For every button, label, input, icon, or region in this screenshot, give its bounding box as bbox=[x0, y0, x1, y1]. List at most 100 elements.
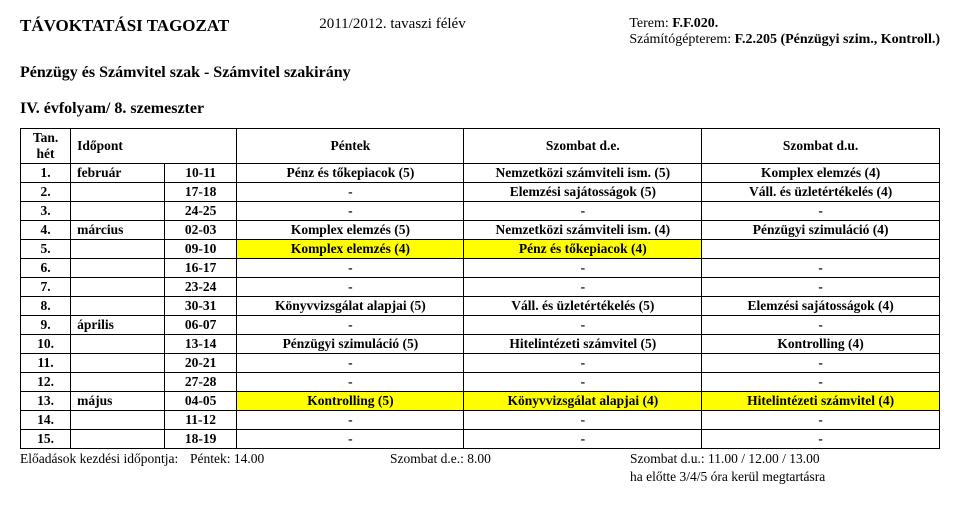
table-row: 3.24-25--- bbox=[21, 202, 940, 221]
cell-date: 24-25 bbox=[164, 202, 236, 221]
cell-num: 7. bbox=[21, 278, 71, 297]
cell-szombat-de: Pénz és tőkepiacok (4) bbox=[464, 240, 702, 259]
cell-szombat-du: - bbox=[702, 430, 940, 449]
cell-szombat-du: Pénzügyi szimuláció (4) bbox=[702, 221, 940, 240]
cell-pentek: - bbox=[237, 354, 464, 373]
cell-pentek: Pénz és tőkepiacok (5) bbox=[237, 164, 464, 183]
cell-pentek: - bbox=[237, 316, 464, 335]
cell-month bbox=[71, 202, 165, 221]
table-row: 13.május04-05Kontrolling (5)Könyvvizsgál… bbox=[21, 392, 940, 411]
cell-pentek: Könyvvizsgálat alapjai (5) bbox=[237, 297, 464, 316]
cell-num: 5. bbox=[21, 240, 71, 259]
footer-pentek: Péntek: 14.00 bbox=[190, 451, 390, 467]
cell-szombat-du: - bbox=[702, 316, 940, 335]
cell-month bbox=[71, 373, 165, 392]
cell-date: 06-07 bbox=[164, 316, 236, 335]
itroom-value: F.2.205 (Pénzügyi szim., Kontroll.) bbox=[735, 32, 940, 47]
cell-num: 11. bbox=[21, 354, 71, 373]
cell-szombat-du: - bbox=[702, 354, 940, 373]
cell-num: 1. bbox=[21, 164, 71, 183]
cell-szombat-de: - bbox=[464, 202, 702, 221]
cell-num: 2. bbox=[21, 183, 71, 202]
cell-month bbox=[71, 297, 165, 316]
cell-szombat-de: Hitelintézeti számvitel (5) bbox=[464, 335, 702, 354]
cell-num: 9. bbox=[21, 316, 71, 335]
table-row: 9.április06-07--- bbox=[21, 316, 940, 335]
room-label: Terem: bbox=[629, 16, 668, 31]
cell-date: 02-03 bbox=[164, 221, 236, 240]
cell-pentek: Komplex elemzés (5) bbox=[237, 221, 464, 240]
cell-szombat-du bbox=[702, 240, 940, 259]
cell-pentek: - bbox=[237, 278, 464, 297]
room-value: F.F.020. bbox=[672, 16, 718, 31]
table-row: 8.30-31Könyvvizsgálat alapjai (5)Váll. é… bbox=[21, 297, 940, 316]
cell-month bbox=[71, 259, 165, 278]
cell-date: 04-05 bbox=[164, 392, 236, 411]
cell-num: 13. bbox=[21, 392, 71, 411]
cell-szombat-de: - bbox=[464, 430, 702, 449]
cell-pentek: - bbox=[237, 259, 464, 278]
footer-szdu: Szombat d.u.: 11.00 / 12.00 / 13.00 bbox=[630, 451, 940, 467]
cell-szombat-du: Komplex elemzés (4) bbox=[702, 164, 940, 183]
col-szombat-du: Szombat d.u. bbox=[702, 129, 940, 164]
cell-szombat-de: - bbox=[464, 373, 702, 392]
cell-szombat-du: Elemzési sajátosságok (4) bbox=[702, 297, 940, 316]
room-block: Terem: F.F.020. Számítógépterem: F.2.205… bbox=[629, 16, 940, 48]
schedule-table: Tan. hét Időpont Péntek Szombat d.e. Szo… bbox=[20, 128, 940, 449]
cell-date: 17-18 bbox=[164, 183, 236, 202]
cell-pentek: - bbox=[237, 430, 464, 449]
cell-szombat-du: Kontrolling (4) bbox=[702, 335, 940, 354]
cell-date: 23-24 bbox=[164, 278, 236, 297]
table-row: 12.27-28--- bbox=[21, 373, 940, 392]
cell-month bbox=[71, 335, 165, 354]
table-row: 5.09-10Komplex elemzés (4)Pénz és tőkepi… bbox=[21, 240, 940, 259]
table-row: 4.március02-03Komplex elemzés (5)Nemzetk… bbox=[21, 221, 940, 240]
cell-month: április bbox=[71, 316, 165, 335]
cell-month: február bbox=[71, 164, 165, 183]
cell-month bbox=[71, 240, 165, 259]
cell-date: 16-17 bbox=[164, 259, 236, 278]
cell-month bbox=[71, 430, 165, 449]
table-row: 6.16-17--- bbox=[21, 259, 940, 278]
table-row: 14.11-12--- bbox=[21, 411, 940, 430]
cell-szombat-du: - bbox=[702, 411, 940, 430]
cell-num: 8. bbox=[21, 297, 71, 316]
cell-month bbox=[71, 278, 165, 297]
cell-szombat-du: - bbox=[702, 373, 940, 392]
cell-szombat-du: - bbox=[702, 202, 940, 221]
cell-pentek: Komplex elemzés (4) bbox=[237, 240, 464, 259]
cell-date: 13-14 bbox=[164, 335, 236, 354]
cell-date: 11-12 bbox=[164, 411, 236, 430]
table-row: 15.18-19--- bbox=[21, 430, 940, 449]
cell-szombat-du: Váll. és üzletértékelés (4) bbox=[702, 183, 940, 202]
itroom-label: Számítógépterem: bbox=[629, 32, 731, 47]
cell-szombat-de: - bbox=[464, 316, 702, 335]
cell-pentek: - bbox=[237, 411, 464, 430]
year-semester: IV. évfolyam/ 8. szemeszter bbox=[20, 100, 940, 118]
table-header-row: Tan. hét Időpont Péntek Szombat d.e. Szo… bbox=[21, 129, 940, 164]
cell-szombat-de: - bbox=[464, 354, 702, 373]
table-row: 7.23-24--- bbox=[21, 278, 940, 297]
cell-num: 4. bbox=[21, 221, 71, 240]
cell-szombat-du: - bbox=[702, 259, 940, 278]
cell-szombat-de: - bbox=[464, 411, 702, 430]
cell-date: 18-19 bbox=[164, 430, 236, 449]
cell-szombat-de: - bbox=[464, 259, 702, 278]
cell-num: 10. bbox=[21, 335, 71, 354]
cell-pentek: Pénzügyi szimuláció (5) bbox=[237, 335, 464, 354]
footer-szde: Szombat d.e.: 8.00 bbox=[390, 451, 630, 467]
table-row: 1.február10-11Pénz és tőkepiacok (5)Nemz… bbox=[21, 164, 940, 183]
cell-pentek: - bbox=[237, 202, 464, 221]
col-pentek: Péntek bbox=[237, 129, 464, 164]
table-row: 11.20-21--- bbox=[21, 354, 940, 373]
cell-num: 6. bbox=[21, 259, 71, 278]
cell-num: 3. bbox=[21, 202, 71, 221]
footer-row: Előadások kezdési időpontja: Péntek: 14.… bbox=[20, 451, 940, 467]
cell-num: 15. bbox=[21, 430, 71, 449]
subtitle: Pénzügy és Számvitel szak - Számvitel sz… bbox=[20, 64, 940, 82]
cell-szombat-de: Nemzetközi számviteli ism. (5) bbox=[464, 164, 702, 183]
cell-month: május bbox=[71, 392, 165, 411]
semester-label: 2011/2012. tavaszi félév bbox=[319, 16, 465, 33]
table-row: 10. 13-14Pénzügyi szimuláció (5)Hitelinté… bbox=[21, 335, 940, 354]
cell-month bbox=[71, 183, 165, 202]
